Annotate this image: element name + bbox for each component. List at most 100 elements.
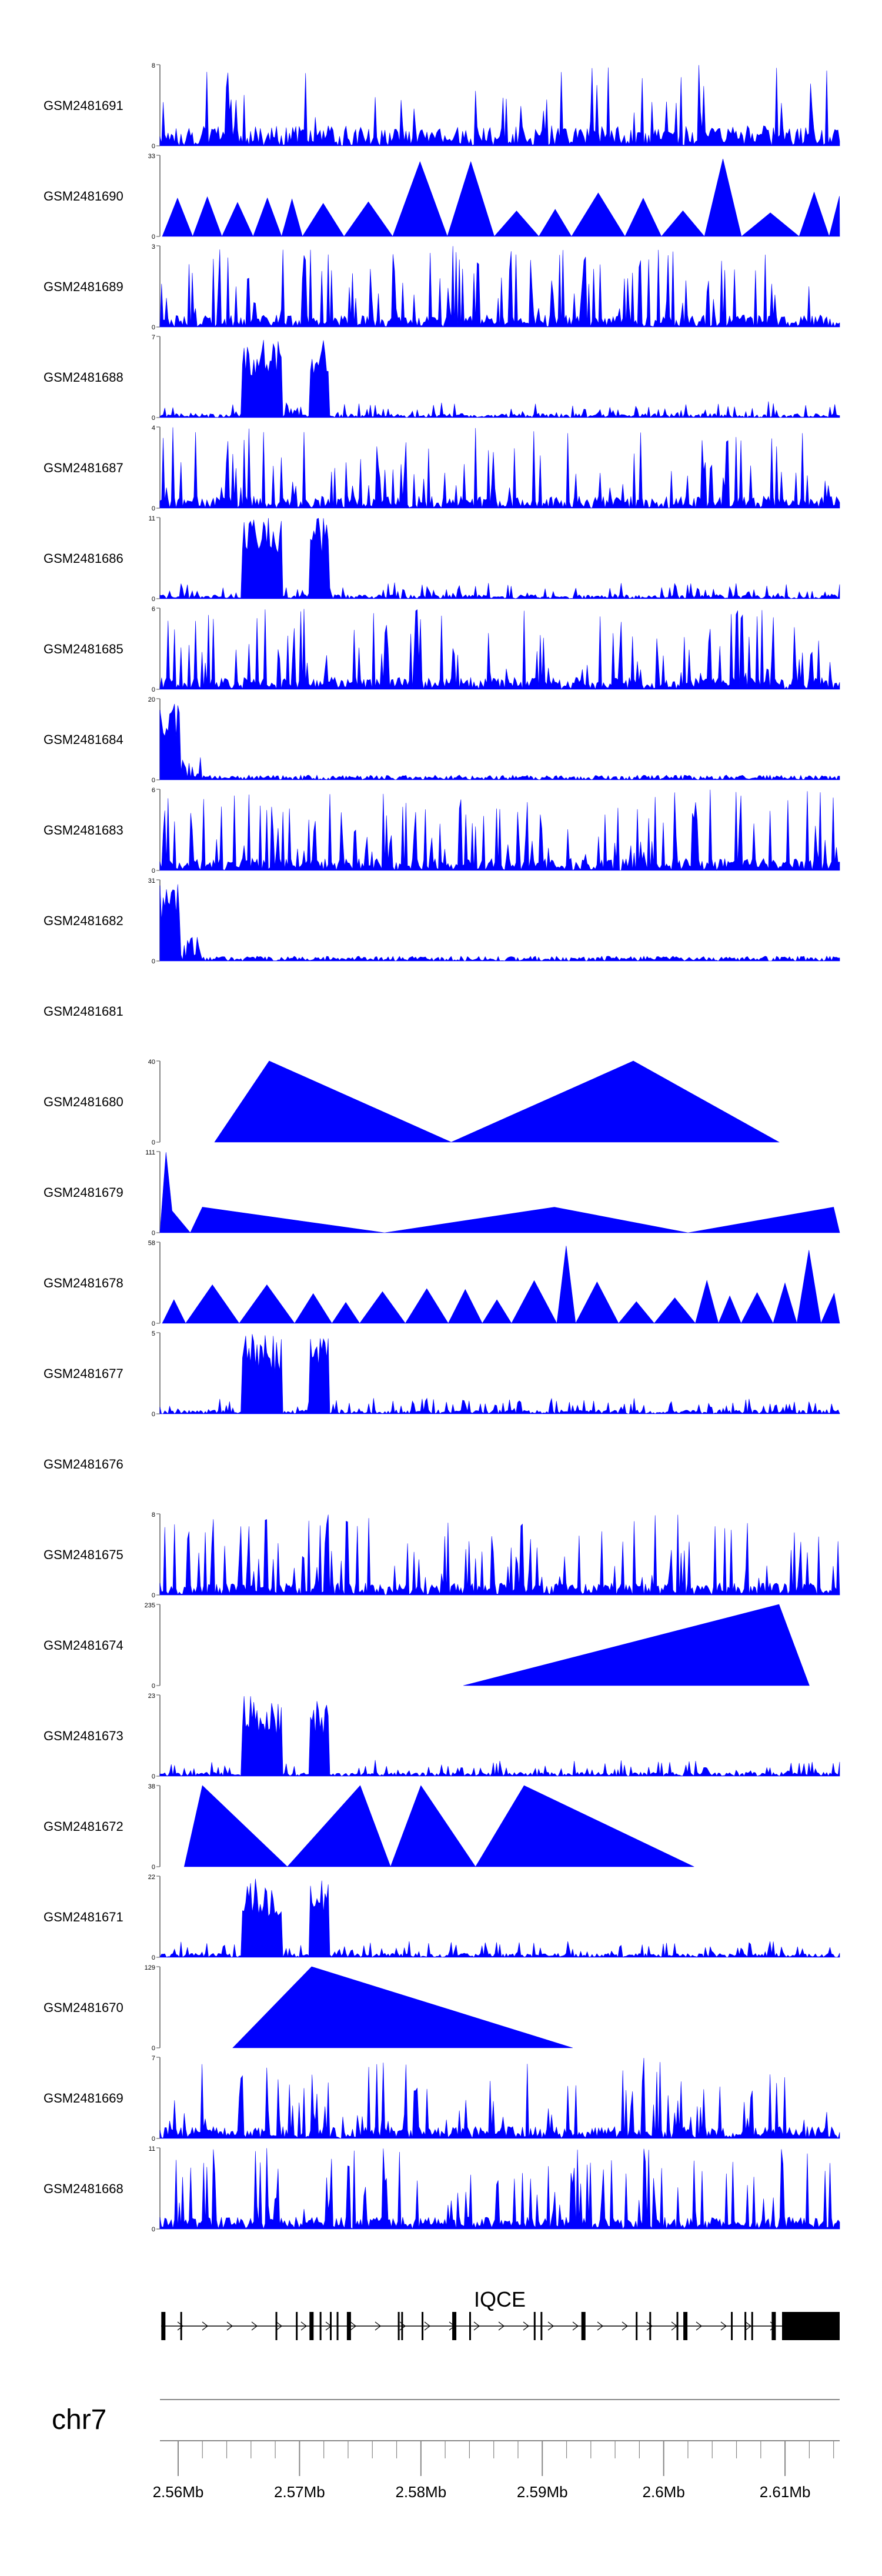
track-GSM2481673: GSM2481673 23 0 bbox=[44, 1693, 840, 1780]
track-label: GSM2481670 bbox=[44, 2000, 123, 2015]
strand-arrow bbox=[671, 2321, 677, 2331]
y-tick-label-max: 5 bbox=[152, 1330, 155, 1337]
strand-arrow bbox=[375, 2321, 381, 2331]
gene-name-label: IQCE bbox=[474, 2287, 526, 2311]
track-GSM2481680: GSM2481680 40 0 bbox=[44, 1059, 780, 1146]
gene-exon bbox=[540, 2312, 543, 2340]
gene-exon bbox=[346, 2312, 351, 2340]
track-GSM2481687: GSM2481687 4 0 bbox=[44, 425, 840, 512]
strand-arrow bbox=[745, 2321, 751, 2331]
y-tick-label-max: 111 bbox=[145, 1149, 155, 1156]
gene-exon bbox=[676, 2312, 679, 2340]
gene-exon bbox=[751, 2312, 753, 2340]
y-tick-label-max: 20 bbox=[148, 696, 155, 703]
coverage-area bbox=[159, 609, 840, 690]
y-tick-label-zero: 0 bbox=[152, 867, 155, 875]
coverage-area bbox=[159, 340, 840, 419]
track-GSM2481688: GSM2481688 7 0 bbox=[44, 334, 840, 422]
strand-arrow bbox=[547, 2321, 554, 2331]
y-tick-label-zero: 0 bbox=[152, 1773, 155, 1780]
strand-arrow bbox=[622, 2321, 628, 2331]
x-tick-label: 2.58Mb bbox=[395, 2483, 446, 2501]
y-tick-label-max: 129 bbox=[145, 1964, 155, 1971]
track-label: GSM2481672 bbox=[44, 1819, 123, 1834]
x-tick-label: 2.59Mb bbox=[517, 2483, 568, 2501]
coverage-area bbox=[159, 703, 840, 780]
strand-arrow bbox=[350, 2321, 356, 2331]
y-tick-label-zero: 0 bbox=[152, 596, 155, 603]
y-tick-label-zero: 0 bbox=[152, 1954, 155, 1961]
y-tick-label-max: 4 bbox=[152, 425, 155, 432]
coverage-area bbox=[159, 518, 840, 600]
strand-arrow bbox=[696, 2321, 702, 2331]
y-tick-label-zero: 0 bbox=[152, 143, 155, 150]
x-tick-label: 2.61Mb bbox=[760, 2483, 811, 2501]
strand-arrow bbox=[399, 2321, 406, 2331]
track-label: GSM2481690 bbox=[44, 189, 123, 203]
track-GSM2481674: GSM2481674 235 0 bbox=[44, 1602, 810, 1690]
track-GSM2481689: GSM2481689 3 0 bbox=[44, 243, 840, 331]
track-label: GSM2481678 bbox=[44, 1276, 123, 1290]
coverage-area bbox=[159, 2058, 840, 2139]
gene-exon bbox=[180, 2312, 182, 2340]
strand-arrow bbox=[523, 2321, 529, 2331]
strand-arrow bbox=[226, 2321, 233, 2331]
y-tick-label-zero: 0 bbox=[152, 415, 155, 422]
coverage-area bbox=[159, 1514, 840, 1596]
track-GSM2481681: GSM2481681 bbox=[44, 1004, 123, 1019]
coverage-area bbox=[159, 1152, 840, 1233]
track-label: GSM2481684 bbox=[44, 732, 123, 747]
y-tick-label-max: 40 bbox=[148, 1059, 155, 1066]
gene-exon bbox=[771, 2312, 776, 2340]
y-tick-label-zero: 0 bbox=[152, 1139, 155, 1146]
gene-exon bbox=[731, 2312, 733, 2340]
gene-exon bbox=[683, 2312, 688, 2340]
strand-arrow bbox=[449, 2321, 455, 2331]
y-tick-label-zero: 0 bbox=[152, 2135, 155, 2143]
track-GSM2481678: GSM2481678 58 0 bbox=[44, 1240, 840, 1327]
coverage-area bbox=[159, 1878, 840, 1958]
coverage-area bbox=[162, 1246, 840, 1324]
coverage-area bbox=[159, 1334, 840, 1414]
y-tick-label-zero: 0 bbox=[152, 1864, 155, 1871]
coverage-area bbox=[159, 65, 840, 146]
track-label: GSM2481668 bbox=[44, 2181, 123, 2196]
track-GSM2481690: GSM2481690 33 0 bbox=[44, 153, 840, 241]
track-label: GSM2481680 bbox=[44, 1095, 123, 1109]
coverage-area bbox=[159, 1696, 840, 1777]
y-tick-label-zero: 0 bbox=[152, 1683, 155, 1690]
track-GSM2481685: GSM2481685 6 0 bbox=[44, 606, 840, 693]
gene-exon bbox=[336, 2312, 339, 2340]
track-GSM2481683: GSM2481683 6 0 bbox=[44, 787, 840, 875]
coverage-area bbox=[159, 246, 840, 328]
x-tick-label: 2.57Mb bbox=[274, 2483, 325, 2501]
strand-arrow bbox=[597, 2321, 603, 2331]
gene-track: IQCE bbox=[161, 2287, 840, 2340]
gene-exon bbox=[275, 2312, 278, 2340]
track-label: GSM2481686 bbox=[44, 551, 123, 566]
strand-arrow bbox=[498, 2321, 505, 2331]
track-GSM2481686: GSM2481686 11 0 bbox=[44, 515, 840, 603]
coverage-area bbox=[159, 427, 840, 509]
y-tick-label-max: 3 bbox=[152, 243, 155, 251]
strand-arrow bbox=[424, 2321, 430, 2331]
y-tick-label-max: 7 bbox=[152, 2055, 155, 2062]
y-tick-label-zero: 0 bbox=[152, 686, 155, 693]
strand-arrow bbox=[300, 2321, 307, 2331]
y-tick-label-max: 8 bbox=[152, 1511, 155, 1519]
y-tick-label-zero: 0 bbox=[152, 1230, 155, 1237]
y-tick-label-zero: 0 bbox=[152, 1411, 155, 1418]
y-tick-label-max: 7 bbox=[152, 334, 155, 341]
y-tick-label-max: 6 bbox=[152, 606, 155, 613]
gene-exon bbox=[422, 2312, 424, 2340]
gene-exon bbox=[319, 2312, 322, 2340]
y-tick-label-max: 235 bbox=[145, 1602, 155, 1609]
y-tick-label-zero: 0 bbox=[152, 1320, 155, 1327]
track-GSM2481679: GSM2481679 111 0 bbox=[44, 1149, 840, 1237]
coverage-area bbox=[159, 789, 840, 871]
track-GSM2481670: GSM2481670 129 0 bbox=[44, 1964, 573, 2052]
coverage-tracks: GSM248169180GSM2481690330GSM248168930GSM… bbox=[44, 62, 840, 2233]
track-label: GSM2481687 bbox=[44, 461, 123, 475]
x-tick-label: 2.6Mb bbox=[643, 2483, 685, 2501]
gene-exon bbox=[401, 2312, 403, 2340]
